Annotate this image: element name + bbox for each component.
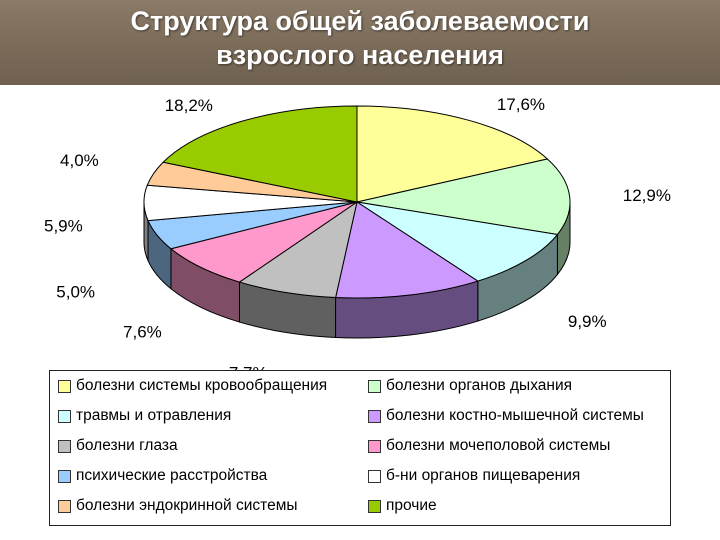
legend-label-5: болезни мочеполовой системы xyxy=(386,437,611,454)
pie-slice-2 xyxy=(356,201,559,282)
legend-swatch-3 xyxy=(368,409,381,423)
legend-item-0: болезни системы кровообращения xyxy=(58,377,327,395)
pie-label-8: 4,0% xyxy=(60,151,99,170)
pie-slice-9 xyxy=(162,105,358,203)
legend-label-0: болезни системы кровообращения xyxy=(76,377,328,394)
legend-item-7: б-ни органов пищеварения xyxy=(368,467,580,485)
legend-item-1: болезни органов дыхания xyxy=(368,377,572,395)
title-bar: Структура общей заболеваемости взрослого… xyxy=(0,0,720,85)
legend-swatch-7 xyxy=(368,469,381,483)
legend-swatch-6 xyxy=(58,469,71,483)
pie-slice-5 xyxy=(169,201,358,283)
legend-item-2: травмы и отравления xyxy=(58,407,231,425)
legend-item-9: прочие xyxy=(368,497,437,515)
pie-label-6: 5,0% xyxy=(56,283,95,302)
legend-label-9: прочие xyxy=(386,497,437,514)
legend-swatch-1 xyxy=(368,379,381,393)
pie-slice-4 xyxy=(238,200,358,299)
legend-swatch-9 xyxy=(368,499,381,513)
legend-label-8: болезни эндокринной системы xyxy=(76,497,298,514)
pie-label-9: 18,2% xyxy=(165,96,213,115)
pie-slice-0 xyxy=(356,105,549,203)
pie-label-3: 11,2% xyxy=(423,368,470,370)
legend-item-3: болезни костно-мышечной системы xyxy=(368,407,644,425)
pie-label-7: 5,9% xyxy=(44,216,83,235)
pie-label-4: 7,7% xyxy=(229,363,268,370)
legend-item-8: болезни эндокринной системы xyxy=(58,497,298,515)
chart-title-line-2: взрослого населения xyxy=(216,40,504,70)
legend-swatch-8 xyxy=(58,499,71,513)
chart-legend: болезни системы кровообращения болезни ор… xyxy=(49,370,671,526)
legend-item-6: психические расстройства xyxy=(58,467,267,485)
legend-swatch-0 xyxy=(58,379,71,393)
legend-item-4: болезни глаза xyxy=(58,437,178,455)
pie-label-5: 7,6% xyxy=(123,323,162,342)
legend-label-1: болезни органов дыхания xyxy=(386,377,572,394)
pie-label-0: 17,6% xyxy=(497,95,545,114)
legend-swatch-5 xyxy=(368,439,381,453)
pie-slice-3 xyxy=(335,201,479,299)
legend-label-6: психические расстройства xyxy=(76,467,268,484)
legend-swatch-4 xyxy=(58,439,71,453)
legend-item-5: болезни мочеполовой системы xyxy=(368,437,610,455)
chart-title-line-1: Структура общей заболеваемости xyxy=(130,6,590,36)
legend-label-7: б-ни органов пищеварения xyxy=(386,467,581,484)
pie-label-1: 12,9% xyxy=(623,186,671,205)
legend-swatch-2 xyxy=(58,409,71,423)
legend-label-2: травмы и отравления xyxy=(76,407,232,424)
pie-chart: 17,6% 12,9% 9,9% 11,2% 7,7% 7,6% 5,0% 5,9% 4,0% 1… xyxy=(44,95,671,370)
legend-label-4: болезни глаза xyxy=(76,437,178,454)
pie-label-2: 9,9% xyxy=(568,312,607,331)
pie-slice-1 xyxy=(356,158,571,236)
legend-label-3: болезни костно-мышечной системы xyxy=(386,407,644,424)
